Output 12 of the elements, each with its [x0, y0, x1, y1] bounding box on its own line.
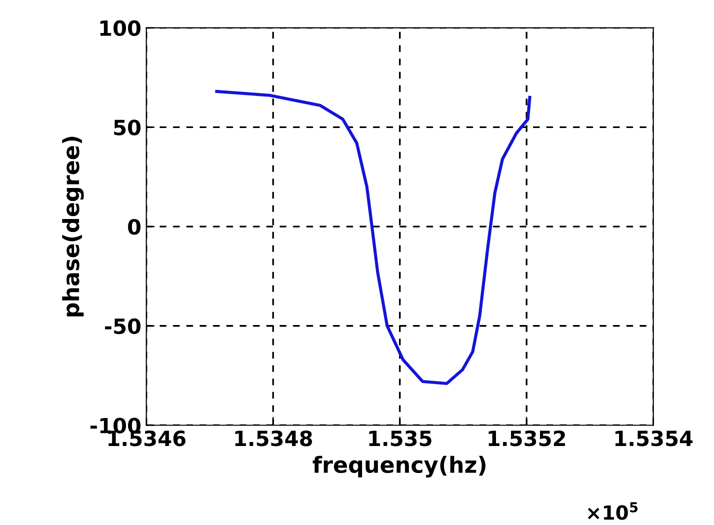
- x-tick-label: 1.5352: [488, 430, 565, 446]
- y-tick-label: 100: [100, 20, 141, 36]
- line-series: [215, 90, 532, 386]
- y-tick-label: -50: [105, 318, 141, 334]
- x-tick-label: 1.535: [369, 430, 432, 446]
- x-tick-label: 1.5348: [235, 430, 312, 446]
- x-tick-label: 1.5354: [615, 430, 693, 446]
- text: ×10$^{5}$: [588, 502, 638, 520]
- y-axis-title: phase(degree): [62, 136, 84, 316]
- y-tick-label: 50: [114, 120, 141, 136]
- x-axis-title: frequency(hz): [312, 456, 486, 478]
- y-tick-label: 0: [128, 218, 141, 235]
